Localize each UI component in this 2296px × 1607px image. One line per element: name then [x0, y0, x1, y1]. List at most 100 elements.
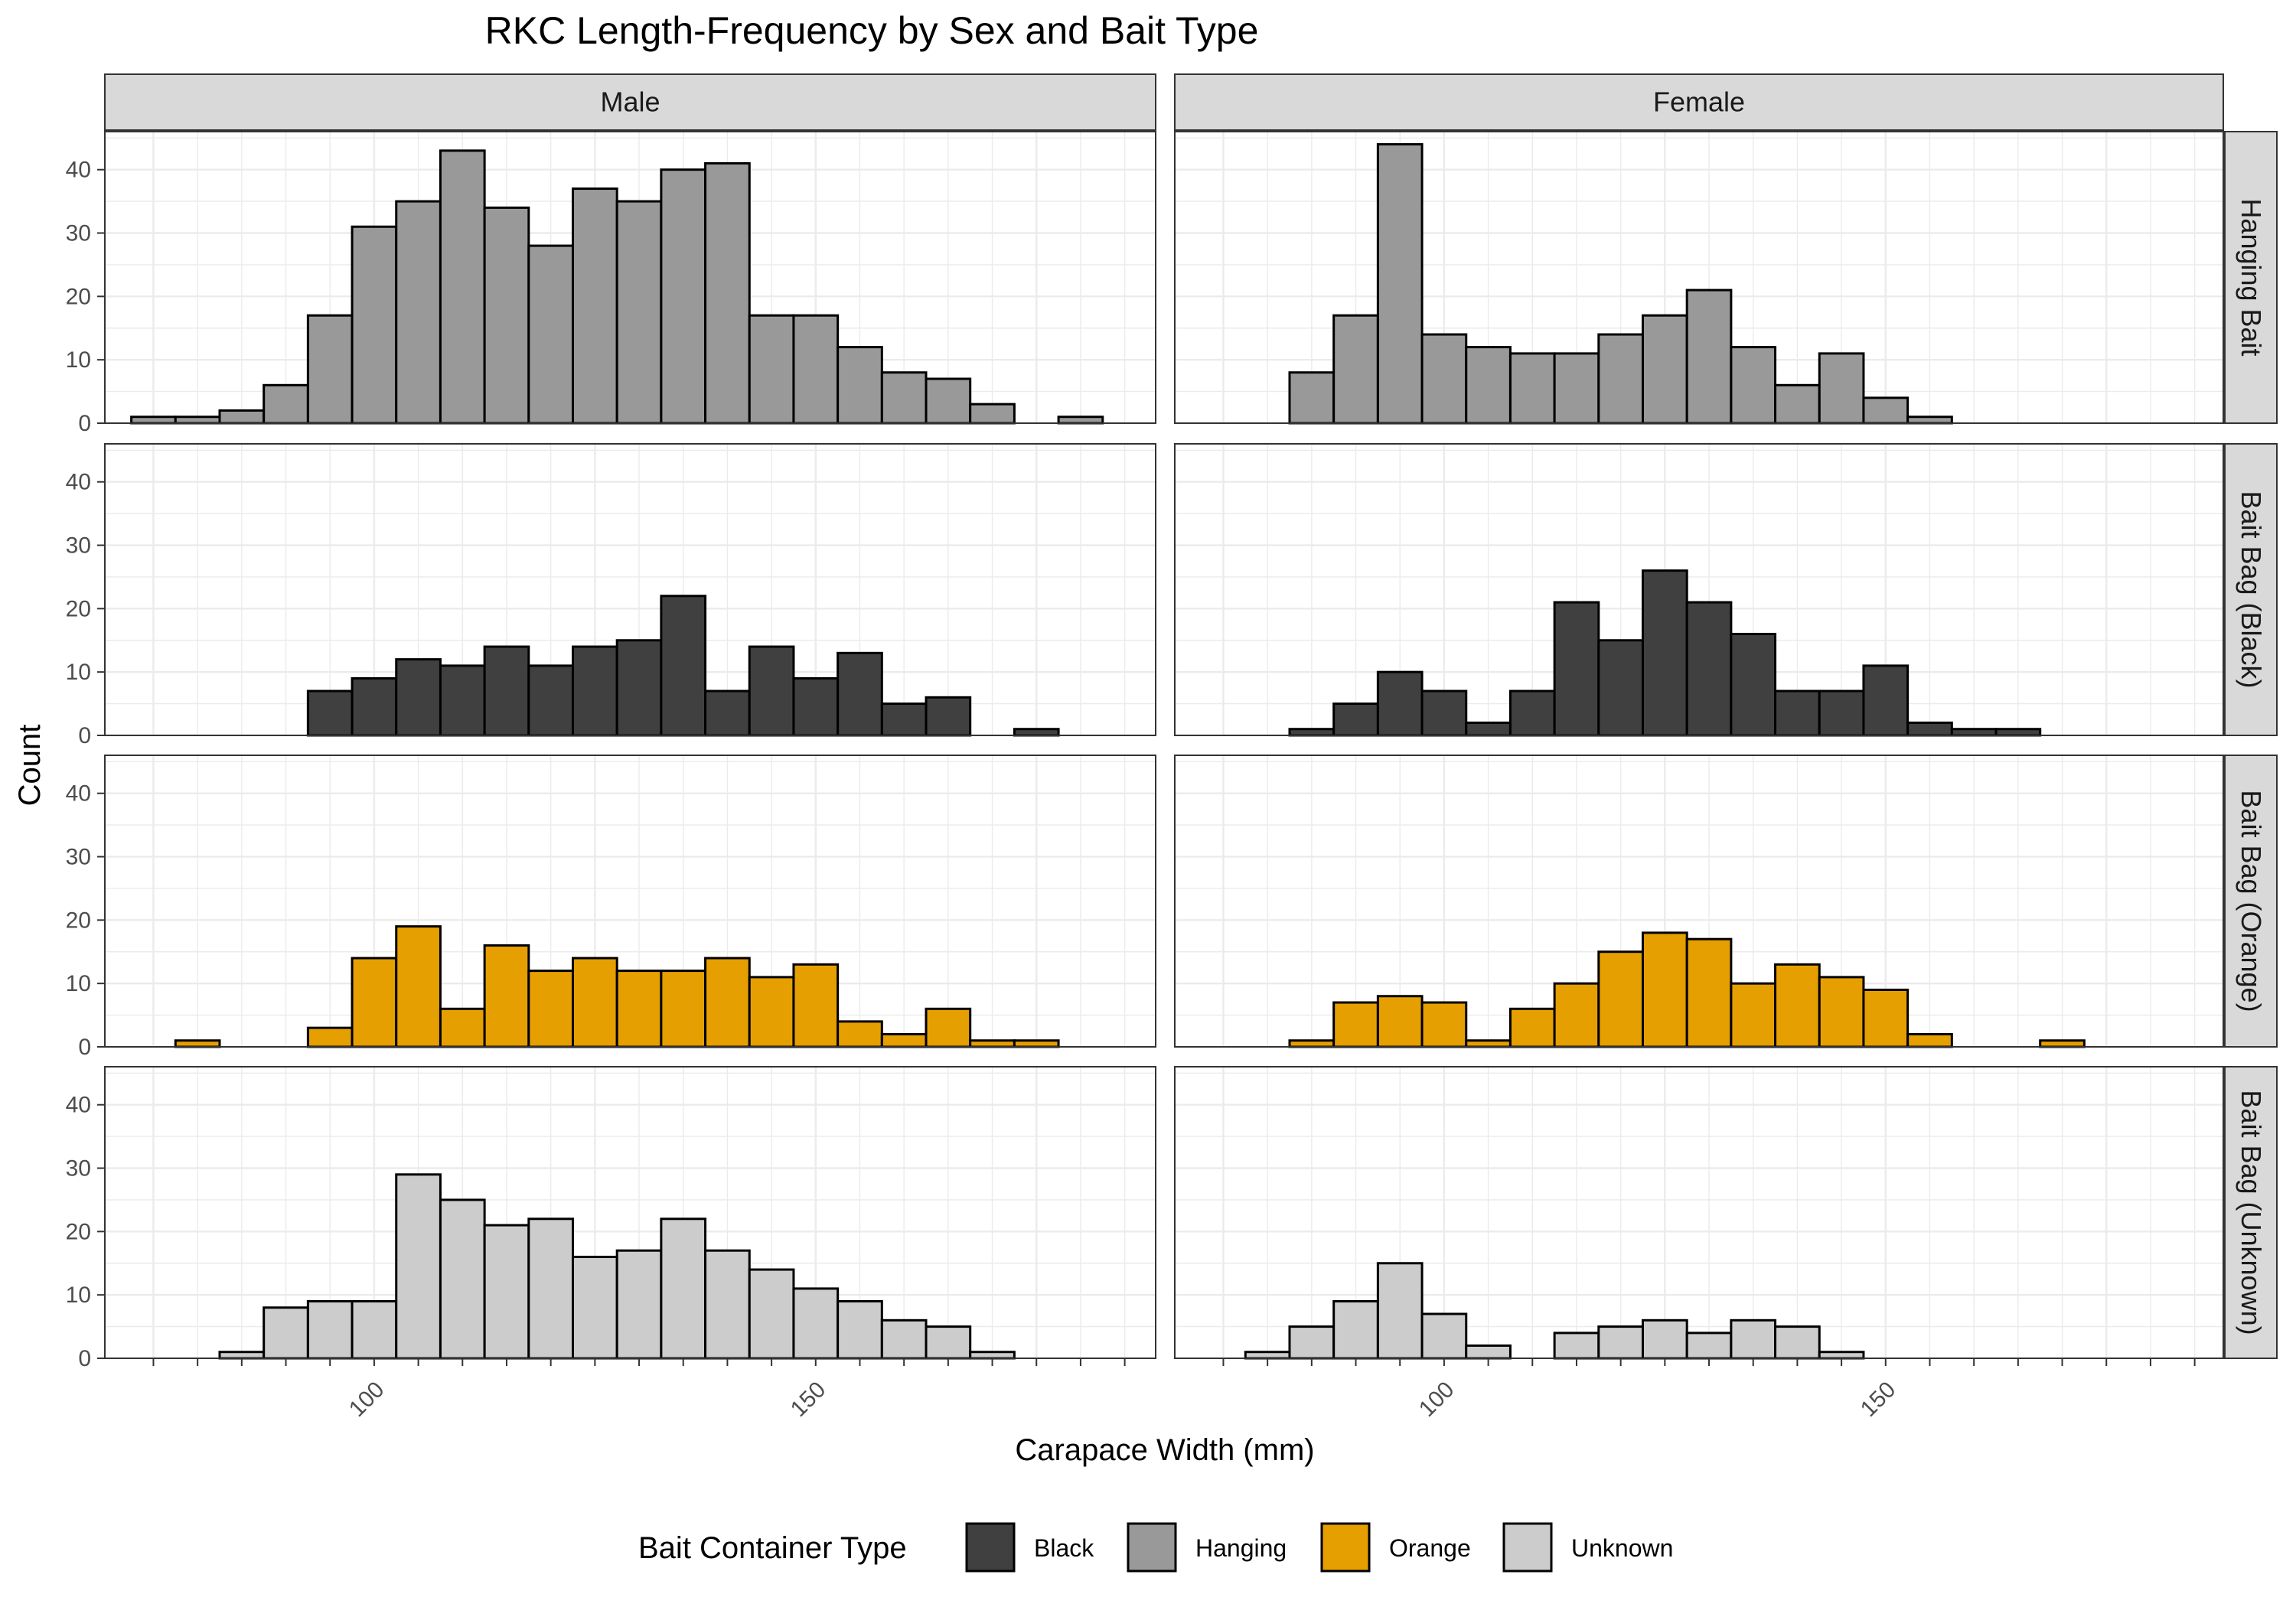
y-tick-label: 40 [66, 470, 91, 495]
row-strip [2224, 755, 2278, 1048]
y-tick-label: 10 [66, 347, 91, 373]
histogram-bar [837, 651, 883, 737]
histogram-bar [792, 314, 840, 425]
histogram-bar [527, 244, 575, 425]
panel-border [1174, 755, 2224, 1048]
histogram-bar [1288, 728, 1336, 737]
histogram-bar [1057, 416, 1104, 425]
histogram-bar [1288, 1325, 1336, 1360]
histogram-bar [925, 1007, 972, 1048]
y-tick-label: 40 [66, 781, 91, 807]
histogram-bar [1906, 721, 1953, 737]
histogram-bar [969, 403, 1016, 425]
histogram-bar [880, 1319, 928, 1360]
row-strip [2224, 443, 2278, 736]
histogram-bar [1818, 1351, 1865, 1360]
column-strip [1174, 73, 2224, 131]
histogram-bar [351, 1299, 398, 1360]
y-tick-label: 20 [66, 284, 91, 309]
facet-grid: Male Female Hanging Bait Bait Bag (Black) Ba… [66, 73, 2278, 1422]
histogram-bar [1420, 689, 1468, 737]
histogram-bar [306, 689, 354, 737]
histogram-bar [748, 314, 795, 425]
y-tick-label: 10 [66, 1283, 91, 1308]
histogram-bar [1553, 352, 1600, 425]
histogram-bar [969, 1039, 1016, 1048]
histogram-bar [1685, 601, 1733, 737]
histogram-bar [660, 1217, 707, 1360]
row-strip [2224, 1066, 2278, 1359]
histogram-bar [1818, 976, 1865, 1048]
histogram-bar [1288, 1039, 1336, 1048]
legend-label: Unknown [1571, 1534, 1673, 1562]
histogram-bar [1685, 288, 1733, 425]
histogram-bar [572, 957, 618, 1048]
histogram-bar [748, 645, 795, 737]
legend-key [1320, 1522, 1371, 1573]
histogram-bar [1642, 931, 1688, 1048]
histogram-bar [306, 314, 354, 425]
histogram-bar [1818, 689, 1865, 737]
histogram-bar [704, 957, 751, 1048]
histogram-bar [660, 970, 707, 1048]
histogram-bar [1420, 333, 1468, 425]
histogram-bar [263, 1306, 309, 1360]
panel-border [104, 131, 1156, 424]
histogram-bar [1465, 1039, 1512, 1048]
histogram-bar [306, 1026, 354, 1048]
histogram-bar [1685, 1332, 1733, 1360]
histogram-bar [263, 383, 309, 425]
histogram-bar [439, 664, 486, 737]
facet-panel: 0 10 20 30 40 [66, 755, 1156, 1060]
row-strip-label: Bait Bag (Unknown) [2236, 1090, 2267, 1335]
histogram-bar [395, 925, 442, 1048]
histogram-bar [1642, 314, 1688, 425]
histogram-bar [615, 200, 663, 425]
histogram-bar [483, 944, 530, 1048]
y-tick-label: 30 [66, 533, 91, 559]
histogram-bar [1685, 937, 1733, 1048]
histogram-bar [1508, 689, 1556, 737]
histogram-bar [615, 1249, 663, 1360]
histogram-bar [2039, 1039, 2086, 1048]
histogram-bar [527, 664, 575, 737]
histogram-bar [174, 1039, 221, 1048]
histogram-bar [615, 639, 663, 737]
legend-key [1502, 1522, 1553, 1573]
histogram-bar [1013, 1039, 1060, 1048]
histogram-bar [1730, 346, 1777, 425]
y-tick-label: 20 [66, 908, 91, 933]
histogram-bar [351, 225, 398, 425]
histogram-bar [395, 1173, 442, 1360]
x-axis-title: Carapace Width (mm) [1015, 1433, 1314, 1467]
histogram-bar [615, 970, 663, 1048]
histogram-bar [439, 1198, 486, 1360]
histogram-bar [1332, 1299, 1379, 1360]
histogram-bar [1774, 1325, 1821, 1360]
histogram-bar [1465, 721, 1512, 737]
facet-panel: 0 10 20 30 40 [66, 131, 1156, 436]
panel-border [104, 1066, 1156, 1359]
histogram-bar [1642, 1319, 1688, 1360]
panel-border [104, 443, 1156, 736]
histogram-bar [1730, 632, 1777, 737]
histogram-bar [1906, 416, 1953, 425]
row-strip [2224, 131, 2278, 424]
y-tick-label: 20 [66, 596, 91, 621]
histogram-bar [1465, 1344, 1512, 1360]
histogram-bar [969, 1351, 1016, 1360]
histogram-bar [439, 149, 486, 425]
histogram-bar [1774, 963, 1821, 1048]
histogram-bar [218, 1351, 266, 1360]
histogram-bar [704, 689, 751, 737]
histogram-bar [1597, 639, 1645, 737]
chart-title: RKC Length-Frequency by Sex and Bait Typ… [485, 9, 1259, 52]
histogram-bar [880, 702, 928, 737]
histogram-bar [306, 1299, 354, 1360]
histogram-bar [351, 957, 398, 1048]
histogram-bar [1508, 1007, 1556, 1048]
histogram-bar [395, 200, 442, 425]
histogram-bar [1774, 689, 1821, 737]
histogram-bar [837, 1020, 883, 1048]
